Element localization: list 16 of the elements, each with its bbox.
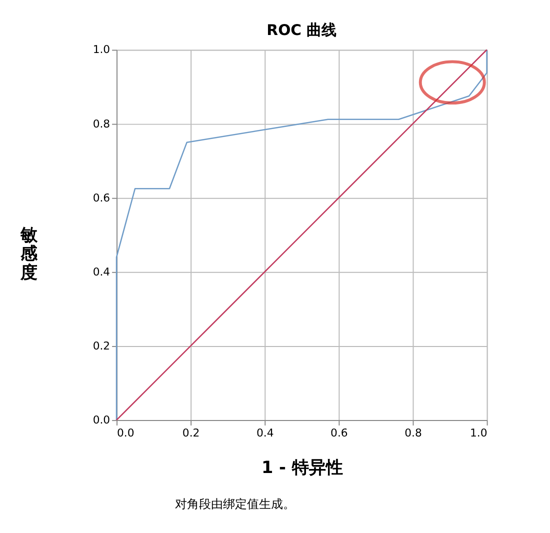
- y-tick-label: 0.0: [92, 414, 110, 426]
- y-axis-title: 敏感度: [20, 224, 39, 282]
- y-tick-label: 0.2: [92, 339, 110, 352]
- x-tick-label: 0.2: [182, 426, 200, 440]
- y-tick-label: 0.6: [92, 191, 110, 204]
- x-tick-label: 0.0: [117, 426, 134, 440]
- y-tick-label: 1.0: [92, 43, 110, 56]
- y-tick-label: 0.4: [92, 265, 110, 278]
- x-tick-label: 0.6: [330, 426, 348, 440]
- chart-title: ROC 曲线: [266, 22, 337, 39]
- y-tick-label: 0.8: [92, 117, 110, 130]
- x-tick-label: 0.8: [404, 426, 422, 440]
- x-tick-label: 1.0: [470, 426, 488, 440]
- text: 对角段由绑定值生成。: [175, 496, 296, 511]
- x-axis-title: 1 - 特异性: [262, 456, 343, 477]
- x-tick-label: 0.4: [256, 426, 274, 440]
